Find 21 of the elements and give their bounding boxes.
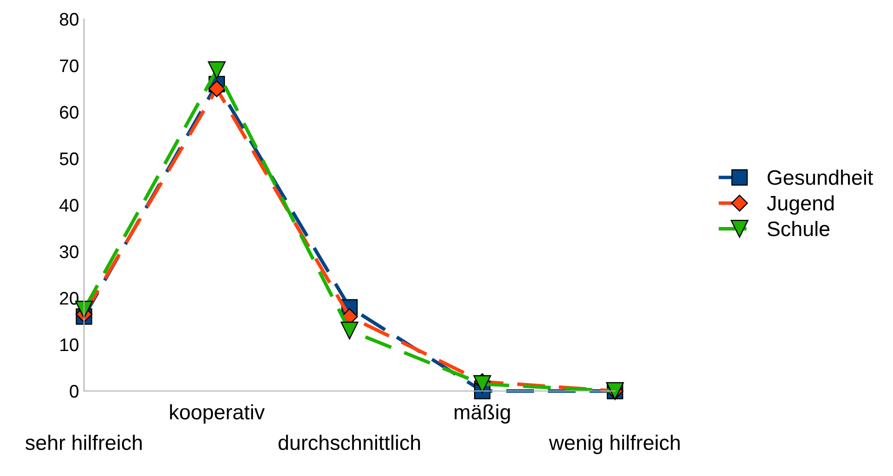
legend-label: Schule (768, 220, 830, 236)
y-tick-label: 20 (60, 292, 78, 305)
y-tick-label: 10 (60, 338, 78, 352)
x-tick-label: wenig hilfreich (548, 434, 680, 454)
x-tick-label: mäßig (454, 404, 510, 424)
y-tick-label: 50 (60, 152, 78, 166)
point (208, 80, 226, 98)
x-tick-label: durchschnittlich (278, 434, 420, 450)
y-tick-label: 40 (59, 198, 78, 212)
x-tick-label: kooperativ (170, 404, 265, 424)
point (473, 375, 492, 393)
y-tick-label: 30 (60, 245, 78, 258)
y-tick-label: 80 (60, 12, 78, 26)
y-tick-label: 60 (60, 106, 78, 119)
legend-label: Jugend (766, 195, 834, 215)
point (340, 322, 358, 340)
legend-label: Gesundheit (768, 170, 874, 185)
x-tick-label: sehr hilfreich (26, 434, 142, 450)
y-tick-label: 70 (60, 59, 78, 72)
y-tick-label: 0 (70, 384, 78, 398)
point (208, 61, 226, 80)
